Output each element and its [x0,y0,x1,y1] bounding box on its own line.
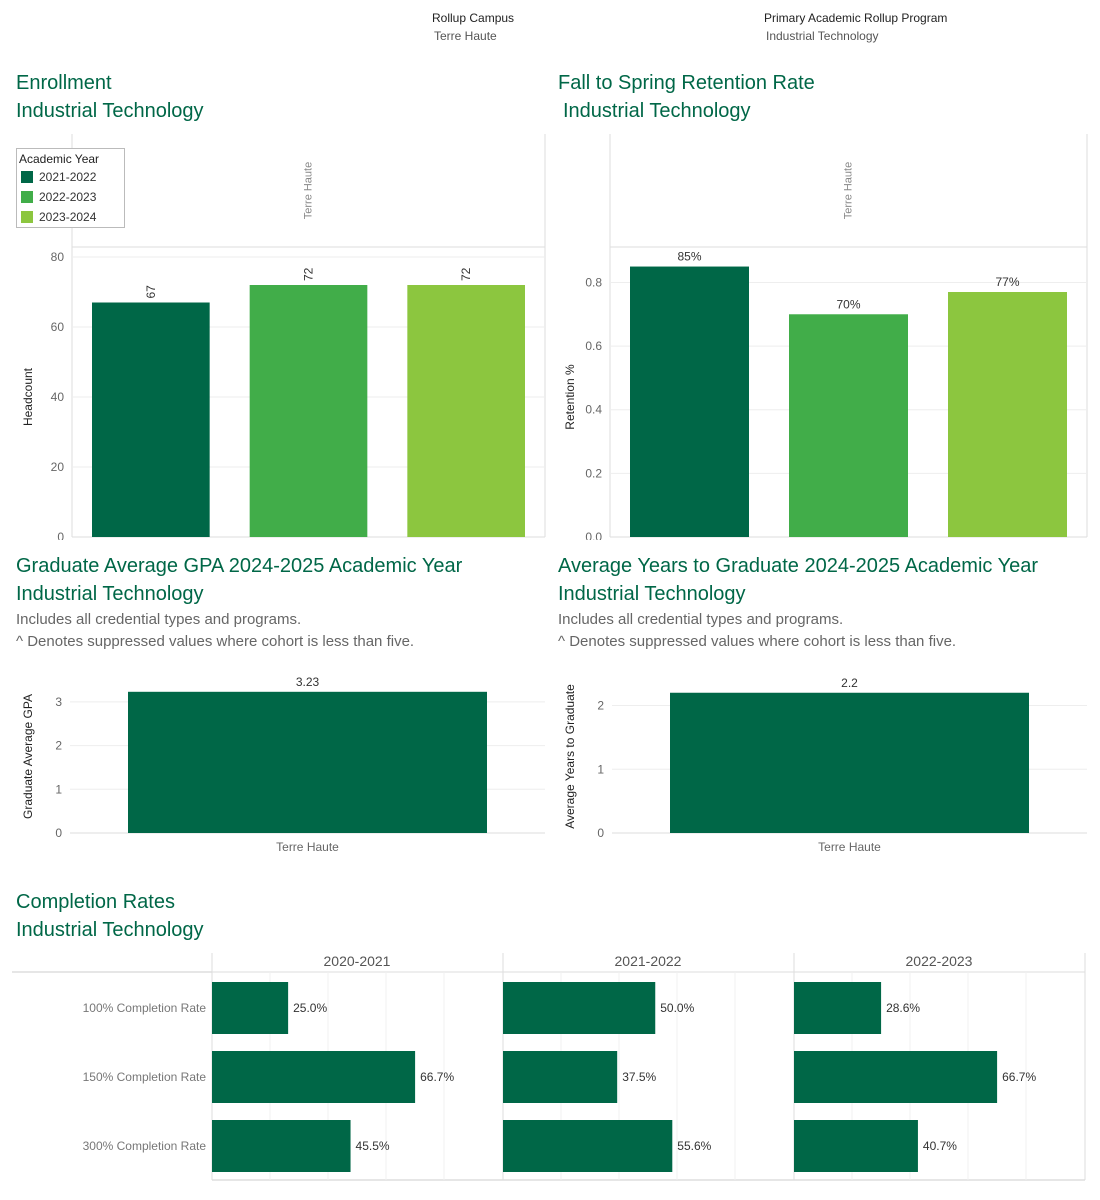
bar [794,982,882,1034]
data-label: 66.7% [1002,1070,1036,1084]
legend-item-2023-2024[interactable]: 2023-2024 [21,210,96,224]
gpa-note-2: ^ Denotes suppressed values where cohort… [16,633,415,650]
bar [128,691,487,833]
completion-title: Completion Rates [16,891,175,913]
program-filter-value[interactable]: Industrial Technology [766,29,879,43]
legend-label: 2023-2024 [39,210,97,224]
retention-chart: Terre Haute 0.0 0.2 0.4 0.6 0.8 Retention % 85%… [563,134,1088,540]
gpa-chart: 0 1 2 3 Graduate Average GPA 3.23 Terre Haute [21,675,545,854]
y-tick-label: 1 [55,782,62,796]
data-label: 37.5% [622,1070,656,1084]
campus-filter-label: Rollup Campus [432,11,515,25]
y-tick-label: 2 [55,739,62,753]
bar [503,1120,673,1172]
gpa-title: Graduate Average GPA 2024-2025 Academic … [16,555,463,577]
years-title: Average Years to Graduate 2024-2025 Acad… [558,555,1038,577]
legend-title: Academic Year [19,152,100,166]
data-label: 50.0% [660,1001,694,1015]
legend-label: 2022-2023 [39,190,97,204]
data-label: 28.6% [886,1001,920,1015]
legend-item-2022-2023[interactable]: 2022-2023 [21,190,96,204]
legend-swatch [21,211,33,223]
y-tick-label: 60 [51,320,65,334]
y-tick-label: 0.0 [585,530,602,540]
years-subtitle: Industrial Technology [558,583,746,605]
bar [503,1051,618,1103]
x-tick-label: Terre Haute [276,840,339,854]
completion-subtitle: Industrial Technology [16,919,204,941]
y-tick-label: 80 [51,250,65,264]
years-note-2: ^ Denotes suppressed values where cohort… [558,633,957,650]
y-tick-label: 0.4 [585,403,602,417]
bar [407,285,525,537]
campus-filter-value[interactable]: Terre Haute [434,29,497,43]
data-label: 70% [836,297,860,311]
bar [212,1051,416,1103]
bar [212,1120,351,1172]
completion-chart: 2020-2021 25.0% 66.7% 45.5% 2021-2022 50.0% 37… [12,953,1086,1181]
y-tick-label: 0 [57,530,64,540]
retention-title: Fall to Spring Retention Rate [558,72,815,94]
bar [948,292,1067,537]
data-label: 45.5% [356,1139,390,1153]
y-tick-label: 1 [597,762,604,776]
y-tick-label: 20 [51,460,65,474]
enrollment-chart: Terre Haute 0 20 40 60 80 Headcount 67 72 72 [21,134,546,540]
enrollment-title: Enrollment [16,72,112,94]
bar [794,1051,998,1103]
data-label: 77% [995,275,1019,289]
bar [249,285,368,537]
legend-label: 2021-2022 [39,170,97,184]
data-label: 85% [677,250,701,264]
row-label: 150% Completion Rate [83,1070,207,1084]
years-note-1: Includes all credential types and progra… [558,611,844,628]
enrollment-subtitle: Industrial Technology [16,100,204,122]
bar [212,982,289,1034]
gpa-subtitle: Industrial Technology [16,583,204,605]
column-header: 2022-2023 [906,953,973,969]
y-tick-label: 0.2 [585,466,602,480]
retention-subtitle: Industrial Technology [563,100,751,122]
bar [92,302,210,537]
legend-swatch [21,191,33,203]
bar [630,266,749,537]
data-label: 3.23 [296,675,320,689]
row-label: 300% Completion Rate [83,1139,207,1153]
column-header: Terre Haute [842,162,854,219]
data-label: 25.0% [293,1001,327,1015]
column-header: Terre Haute [302,162,314,219]
bar [794,1120,918,1172]
y-tick-label: 0.6 [585,339,602,353]
data-label: 72 [459,267,473,281]
x-tick-label: Terre Haute [818,840,881,854]
column-header: 2021-2022 [615,953,682,969]
y-axis-label: Retention % [563,364,577,430]
y-axis-label: Graduate Average GPA [21,694,35,819]
y-tick-label: 0.8 [585,275,602,289]
data-label: 66.7% [420,1070,454,1084]
y-tick-label: 0 [597,826,604,840]
y-tick-label: 40 [51,390,65,404]
y-tick-label: 2 [597,699,604,713]
bar [670,692,1029,833]
academic-year-legend: Academic Year 2021-2022 2022-2023 2023-2… [16,148,125,228]
y-tick-label: 3 [55,695,62,709]
legend-item-2021-2022[interactable]: 2021-2022 [21,170,96,184]
gpa-note-1: Includes all credential types and progra… [16,611,302,628]
bar [503,982,656,1034]
program-filter-label: Primary Academic Rollup Program [764,11,948,25]
data-label: 72 [302,267,316,281]
y-tick-label: 0 [55,826,62,840]
years-chart: 0 1 2 Average Years to Graduate 2.2 Terre Hau… [563,676,1087,854]
column-header: 2020-2021 [324,953,391,969]
y-axis-label: Headcount [21,367,35,426]
data-label: 55.6% [677,1139,711,1153]
data-label: 67 [144,285,158,299]
y-axis-label: Average Years to Graduate [563,684,577,829]
data-label: 2.2 [841,676,858,690]
bar [789,314,908,537]
legend-swatch [21,171,33,183]
data-label: 40.7% [923,1139,957,1153]
row-label: 100% Completion Rate [83,1001,207,1015]
